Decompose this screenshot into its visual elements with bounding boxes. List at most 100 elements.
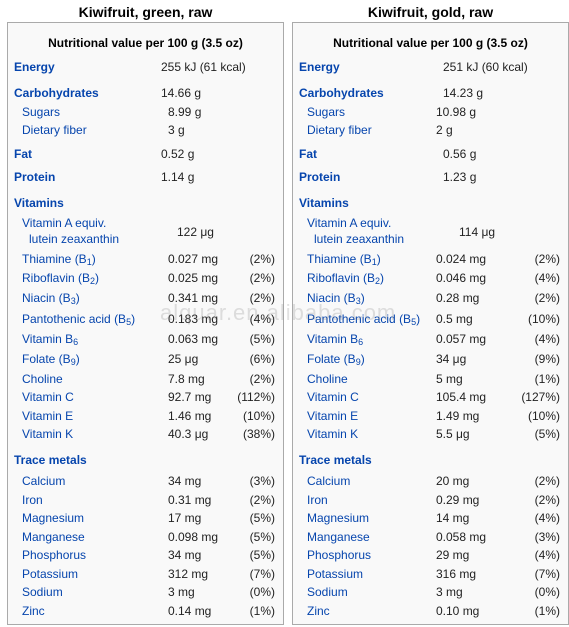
section-heading[interactable]: Vitamins xyxy=(14,196,64,210)
nutrient-value: 0.027 mg xyxy=(168,252,219,266)
nutrient-label[interactable]: Zinc xyxy=(307,603,330,619)
nutrient-label[interactable]: Sodium xyxy=(307,584,348,600)
daily-value-percent: (0%) xyxy=(249,585,275,599)
nutrient-label[interactable]: Vitamin A equiv. xyxy=(307,216,392,230)
nutrient-label-line2[interactable]: lutein zeaxanthin xyxy=(314,232,405,246)
nutrient-value: 1.49 mg xyxy=(436,409,480,423)
nutrient-label[interactable]: Potassium xyxy=(22,566,78,582)
daily-value-percent: (5%) xyxy=(534,427,560,441)
nutrient-label[interactable]: Vitamin E xyxy=(22,408,73,424)
daily-value-percent: (2%) xyxy=(534,474,560,488)
daily-value-percent: (7%) xyxy=(534,567,560,581)
section-heading[interactable]: Trace metals xyxy=(299,453,372,467)
nutrient-label[interactable]: Vitamin K xyxy=(22,426,73,442)
nutrient-row: Vitamin E 1.46 mg (10%) xyxy=(8,406,283,426)
nutrient-label[interactable]: Choline xyxy=(307,371,348,387)
section-heading[interactable]: Trace metals xyxy=(14,453,87,467)
nutrient-label[interactable]: Energy xyxy=(14,60,55,74)
nutrient-label-subscript: 1 xyxy=(371,257,377,267)
nutrient-label[interactable]: Choline xyxy=(22,371,63,387)
nutrient-label[interactable]: Calcium xyxy=(22,473,65,489)
nutrient-label[interactable]: Thiamine (B1) xyxy=(22,251,96,267)
nutrient-row: Magnesium 14 mg (4%) xyxy=(293,508,568,528)
nutrient-row: Energy 255 kJ (61 kcal) xyxy=(8,57,283,77)
nutrient-label[interactable]: Pantothenic acid (B5) xyxy=(307,311,420,327)
nutrient-label[interactable]: Iron xyxy=(307,492,328,508)
nutrient-value: 0.098 mg xyxy=(168,530,219,544)
nutrient-row: Pantothenic acid (B5) 0.183 mg (4%) xyxy=(8,309,283,329)
nutrient-label[interactable]: Folate (B9) xyxy=(307,351,365,367)
nutrient-label[interactable]: Pantothenic acid (B5) xyxy=(22,311,135,327)
nutrient-label[interactable]: Riboflavin (B2) xyxy=(22,270,99,286)
nutrient-label[interactable]: Thiamine (B1) xyxy=(307,251,381,267)
nutrient-row: Vitamin C 92.7 mg (112%) xyxy=(8,387,283,407)
nutrient-label[interactable]: Folate (B9) xyxy=(22,351,80,367)
nutrient-label[interactable]: Manganese xyxy=(22,529,85,545)
daily-value-percent: (2%) xyxy=(534,493,560,507)
nutrient-label[interactable]: Fat xyxy=(299,147,317,161)
nutrient-value: 5 mg xyxy=(436,372,463,386)
nutrient-label-suffix: ) xyxy=(360,291,365,305)
nutrient-label[interactable]: Magnesium xyxy=(22,510,84,526)
nutrient-label[interactable]: Vitamin K xyxy=(307,426,358,442)
nutrient-label[interactable]: Zinc xyxy=(22,603,45,619)
nutrient-label[interactable]: Vitamin C xyxy=(22,389,74,405)
nutrient-row: Protein 1.14 g xyxy=(8,167,283,187)
nutrient-label[interactable]: Niacin (B3) xyxy=(22,290,80,306)
nutrient-label[interactable]: Carbohydrates xyxy=(299,86,384,100)
nutrient-row: Choline 5 mg (1%) xyxy=(293,369,568,389)
nutrient-value: 29 mg xyxy=(436,548,470,562)
nutrient-label-text: Sodium xyxy=(22,585,63,599)
nutrient-label[interactable]: Niacin (B3) xyxy=(307,290,365,306)
daily-value-percent: (10%) xyxy=(527,312,560,326)
nutrient-label[interactable]: Protein xyxy=(299,170,341,184)
nutrient-label[interactable]: Vitamin B6 xyxy=(307,331,363,347)
daily-value-percent: (7%) xyxy=(249,567,275,581)
nutrient-label[interactable]: Riboflavin (B2) xyxy=(307,270,384,286)
nutrient-label[interactable]: Vitamin B6 xyxy=(22,331,78,347)
nutrient-label[interactable]: Protein xyxy=(14,170,56,184)
nutrient-label[interactable]: Carbohydrates xyxy=(14,86,99,100)
nutrient-label[interactable]: Sugars xyxy=(307,104,345,120)
nutrient-label[interactable]: Sugars xyxy=(22,104,60,120)
nutrient-label[interactable]: Magnesium xyxy=(307,510,369,526)
nutrient-label-text: Vitamin E xyxy=(22,409,74,423)
nutrient-label-text: Sugars xyxy=(307,105,346,119)
nutrient-label[interactable]: Dietary fiber xyxy=(22,122,87,138)
nutrient-label[interactable]: Vitamin A equiv. xyxy=(22,216,107,230)
daily-value-percent: (9%) xyxy=(534,352,560,366)
nutrient-row: Carbohydrates 14.23 g xyxy=(293,83,568,103)
nutrient-row: Riboflavin (B2) 0.046 mg (4%) xyxy=(293,268,568,288)
nutrient-row: Magnesium 17 mg (5%) xyxy=(8,508,283,528)
section-heading[interactable]: Vitamins xyxy=(299,196,349,210)
nutrient-label[interactable]: Phosphorus xyxy=(22,547,86,563)
daily-value-percent: (4%) xyxy=(534,548,560,562)
nutrient-row: Vitamin B6 0.063 mg (5%) xyxy=(8,329,283,349)
nutrient-label[interactable]: Calcium xyxy=(307,473,350,489)
nutrient-label[interactable]: Vitamin C xyxy=(307,389,359,405)
nutrient-label[interactable]: Phosphorus xyxy=(307,547,371,563)
nutrient-label[interactable]: Potassium xyxy=(307,566,363,582)
nutrient-label[interactable]: Manganese xyxy=(307,529,370,545)
nutrient-label[interactable]: Vitamin E xyxy=(307,408,358,424)
nutrient-label[interactable]: Fat xyxy=(14,147,32,161)
nutrient-label-text: Potassium xyxy=(307,567,364,581)
nutrient-row: Niacin (B3) 0.28 mg (2%) xyxy=(293,288,568,308)
nutrient-row: Manganese 0.098 mg (5%) xyxy=(8,527,283,547)
nutrition-header: Nutritional value per 100 g (3.5 oz) xyxy=(333,36,528,50)
nutrient-label[interactable]: Iron xyxy=(22,492,43,508)
nutrient-value: 0.025 mg xyxy=(168,271,219,285)
nutrient-label[interactable]: Sodium xyxy=(22,584,63,600)
nutrient-label[interactable]: Energy xyxy=(299,60,340,74)
nutrient-label[interactable]: Dietary fiber xyxy=(307,122,372,138)
nutrient-label-line2[interactable]: lutein zeaxanthin xyxy=(29,232,120,246)
daily-value-percent: (5%) xyxy=(249,511,275,525)
nutrient-label-suffix: ) xyxy=(131,312,136,326)
nutrient-value: 114 μg xyxy=(459,225,496,239)
daily-value-percent: (2%) xyxy=(534,291,560,305)
daily-value-percent: (1%) xyxy=(534,372,560,386)
nutrient-value: 255 kJ (61 kcal) xyxy=(161,60,246,74)
nutrient-row: Thiamine (B1) 0.024 mg (2%) xyxy=(293,249,568,269)
nutrient-label-text: Phosphorus xyxy=(22,548,87,562)
nutrient-label-text: Dietary fiber xyxy=(307,123,372,137)
